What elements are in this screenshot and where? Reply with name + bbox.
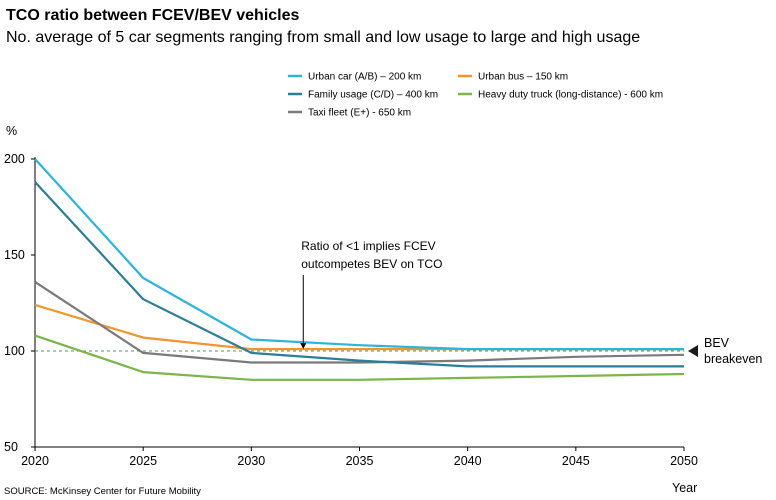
y-tick-label: 100	[4, 344, 25, 358]
series-group	[34, 158, 685, 381]
reference-line-group: BEV breakeven	[35, 336, 762, 366]
breakeven-label-line1: BEV	[704, 336, 730, 350]
legend-label: Urban bus – 150 km	[478, 72, 568, 83]
x-tick-label: 2050	[670, 454, 698, 468]
series-line	[34, 303, 684, 351]
breakeven-label-line2: breakeven	[704, 352, 762, 366]
legend-label: Taxi fleet (E+) - 650 km	[308, 108, 411, 119]
annotation-text-line1: Ratio of <1 implies FCEV	[301, 239, 435, 253]
chart-title: TCO ratio between FCEV/BEV vehicles	[6, 7, 300, 24]
source-note: SOURCE: McKinsey Center for Future Mobil…	[4, 486, 201, 497]
x-tick-label: 2040	[454, 454, 482, 468]
x-tick-label: 2045	[562, 454, 590, 468]
annotation-arrow-head	[300, 343, 307, 349]
series-line	[34, 280, 685, 364]
annotation-group: Ratio of <1 implies FCEV outcompetes BEV …	[300, 239, 442, 349]
legend: Urban car (A/B) – 200 km Family usage (C/…	[288, 72, 663, 119]
annotation-text-line2: outcompetes BEV on TCO	[301, 257, 442, 271]
y-tick-label: 200	[4, 152, 25, 166]
series-line	[34, 181, 684, 368]
y-axis-label: %	[6, 124, 17, 138]
x-tick-label: 2020	[21, 454, 49, 468]
x-tick-label: 2035	[346, 454, 374, 468]
series-line	[34, 158, 684, 351]
y-tick-label: 150	[4, 248, 25, 262]
legend-label: Family usage (C/D) – 400 km	[308, 90, 438, 101]
y-tick-label: 50	[4, 440, 18, 454]
legend-label: Urban car (A/B) – 200 km	[308, 72, 421, 83]
x-axis-label: Year	[672, 481, 697, 495]
series-line	[34, 334, 685, 381]
axes: 50 100 150 200 2020 2025 2030 2035 2040 2045 2050	[4, 152, 698, 468]
legend-label: Heavy duty truck (long-distance) - 600 k…	[478, 90, 663, 101]
x-tick-label: 2030	[237, 454, 265, 468]
breakeven-marker	[688, 345, 698, 357]
chart-subtitle: No. average of 5 car segments ranging fr…	[6, 29, 640, 46]
x-tick-label: 2025	[129, 454, 157, 468]
